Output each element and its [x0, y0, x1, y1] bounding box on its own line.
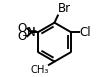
Text: O: O: [18, 30, 27, 43]
Text: −: −: [21, 30, 29, 39]
Text: Br: Br: [58, 2, 71, 15]
Text: N: N: [27, 26, 36, 39]
Text: CH₃: CH₃: [30, 65, 49, 75]
Text: Cl: Cl: [79, 26, 91, 39]
Text: O: O: [18, 22, 27, 35]
Text: +: +: [29, 26, 37, 35]
